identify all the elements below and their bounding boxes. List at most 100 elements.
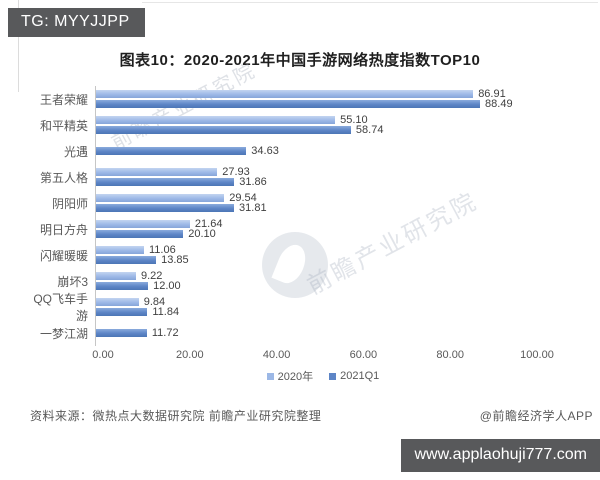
category-label: 明日方舟 bbox=[39, 222, 88, 237]
bar-2021Q1 bbox=[96, 256, 157, 264]
legend-swatch bbox=[266, 372, 274, 380]
bar-line: 29.54 bbox=[96, 192, 584, 204]
bar-2021Q1 bbox=[96, 282, 149, 290]
value-label: 11.06 bbox=[149, 244, 176, 256]
bar-group: 9.84 11.84 bbox=[95, 294, 584, 320]
bar-group: 11.06 13.85 bbox=[95, 242, 584, 268]
bar-line: 12.00 bbox=[96, 280, 584, 292]
url-watermark-badge: www.applaohuji777.com bbox=[401, 439, 600, 472]
bar-line: 88.49 bbox=[96, 98, 584, 110]
bar-line: 58.74 bbox=[96, 124, 584, 136]
chart-row: 王者荣耀 86.91 88.49 bbox=[22, 86, 584, 112]
tg-watermark-badge: TG: MYYJJPP bbox=[8, 8, 145, 37]
bar-2021Q1 bbox=[96, 329, 147, 337]
x-axis-tick: 40.00 bbox=[262, 349, 291, 361]
chart-row: 崩坏3 9.22 12.00 bbox=[22, 268, 584, 294]
value-label: 21.64 bbox=[194, 218, 223, 230]
bar-2020年 bbox=[96, 246, 144, 254]
category-label: 闪耀暖暖 bbox=[39, 248, 88, 263]
bar-group: 34.63 bbox=[95, 138, 584, 164]
value-label: 55.10 bbox=[340, 114, 368, 126]
bar-2021Q1 bbox=[96, 126, 351, 134]
value-label: 12.00 bbox=[153, 280, 181, 292]
category-label: 第五人格 bbox=[39, 170, 88, 185]
value-label: 29.54 bbox=[229, 192, 257, 204]
bar-line: 31.81 bbox=[96, 202, 584, 214]
bar-line: 11.06 bbox=[96, 244, 584, 256]
x-axis-tick: 0.00 bbox=[92, 349, 114, 361]
bar-line: 55.10 bbox=[96, 114, 584, 126]
bar-2020年 bbox=[96, 298, 139, 306]
bar-line: 11.72 bbox=[96, 327, 584, 339]
value-label: 20.10 bbox=[188, 228, 216, 240]
bar-line: 20.10 bbox=[96, 228, 584, 240]
x-axis-tick: 20.00 bbox=[176, 349, 204, 361]
bar-group: 29.54 31.81 bbox=[95, 190, 584, 216]
bar-2020年 bbox=[96, 272, 136, 280]
bar-2021Q1 bbox=[96, 204, 235, 212]
category-label: QQ飞车手游 bbox=[33, 292, 88, 323]
legend-item: 2020年 bbox=[266, 368, 314, 384]
value-label: 9.84 bbox=[143, 296, 166, 308]
scan-edge-line bbox=[18, 0, 19, 92]
legend-swatch bbox=[329, 372, 337, 380]
scan-edge-line bbox=[142, 2, 598, 3]
bar-group: 9.22 12.00 bbox=[95, 268, 584, 294]
value-label: 86.91 bbox=[478, 88, 506, 100]
bar-line: 21.64 bbox=[96, 218, 584, 230]
legend-item: 2021Q1 bbox=[329, 370, 379, 382]
bar-line: 34.63 bbox=[96, 145, 584, 157]
bar-2021Q1 bbox=[96, 178, 235, 186]
chart-rows: 王者荣耀 86.91 88.49 和平精英 55.10 58.74 光遇 34.63 第五人格 2… bbox=[22, 86, 584, 346]
value-label: 58.74 bbox=[355, 124, 384, 136]
bar-2020年 bbox=[96, 116, 336, 124]
value-label: 11.84 bbox=[152, 306, 180, 318]
x-axis-tick: 100.00 bbox=[520, 349, 554, 361]
bar-2020年 bbox=[96, 220, 190, 228]
legend-label: 2021Q1 bbox=[340, 370, 380, 382]
value-label: 34.63 bbox=[251, 145, 279, 157]
value-label: 31.81 bbox=[239, 202, 267, 214]
category-label: 王者荣耀 bbox=[39, 92, 88, 107]
category-label: 一梦江湖 bbox=[39, 326, 88, 341]
x-axis-tick: 80.00 bbox=[436, 349, 464, 361]
bar-2021Q1 bbox=[96, 147, 247, 155]
bar-chart: 王者荣耀 86.91 88.49 和平精英 55.10 58.74 光遇 34.63 第五人格 2… bbox=[22, 86, 584, 384]
legend-label: 2020年 bbox=[277, 371, 314, 383]
bar-2020年 bbox=[96, 90, 474, 98]
bar-2021Q1 bbox=[96, 308, 148, 316]
chart-row: 和平精英 55.10 58.74 bbox=[22, 112, 584, 138]
bar-group: 21.64 20.10 bbox=[95, 216, 584, 242]
category-label: 和平精英 bbox=[39, 118, 88, 133]
bar-2020年 bbox=[96, 194, 225, 202]
category-label: 崩坏3 bbox=[57, 274, 88, 289]
chart-title: 图表10：2020-2021年中国手游网络热度指数TOP10 bbox=[119, 52, 481, 69]
bar-line: 27.93 bbox=[96, 166, 584, 178]
bar-group: 55.10 58.74 bbox=[95, 112, 584, 138]
bar-line: 9.84 bbox=[96, 296, 584, 308]
bar-line: 86.91 bbox=[96, 88, 584, 100]
value-label: 11.72 bbox=[151, 327, 179, 339]
data-source-text: 资料来源：微热点大数据研究院 前瞻产业研究院整理 bbox=[30, 409, 322, 423]
bar-group: 27.93 31.86 bbox=[95, 164, 584, 190]
x-axis: 0.00 20.00 40.00 60.00 80.00 100.00 bbox=[92, 346, 584, 363]
value-label: 27.93 bbox=[222, 166, 250, 178]
chart-row: 第五人格 27.93 31.86 bbox=[22, 164, 584, 190]
bar-group: 86.91 88.49 bbox=[95, 86, 584, 112]
chart-row: 一梦江湖 11.72 bbox=[22, 320, 584, 346]
value-label: 9.22 bbox=[141, 270, 163, 282]
bar-2021Q1 bbox=[96, 100, 481, 108]
bar-2021Q1 bbox=[96, 230, 184, 238]
value-label: 13.85 bbox=[161, 254, 189, 266]
value-label: 31.86 bbox=[239, 176, 267, 188]
chart-row: 光遇 34.63 bbox=[22, 138, 584, 164]
category-label: 阴阳师 bbox=[51, 196, 88, 211]
bar-2020年 bbox=[96, 168, 218, 176]
bar-line: 9.22 bbox=[96, 270, 584, 282]
chart-row: 明日方舟 21.64 20.10 bbox=[22, 216, 584, 242]
x-axis-tick: 60.00 bbox=[349, 349, 378, 361]
credit-text: @前瞻经济学人APP bbox=[479, 409, 593, 423]
bar-line: 31.86 bbox=[96, 176, 584, 188]
category-label: 光遇 bbox=[63, 144, 88, 159]
